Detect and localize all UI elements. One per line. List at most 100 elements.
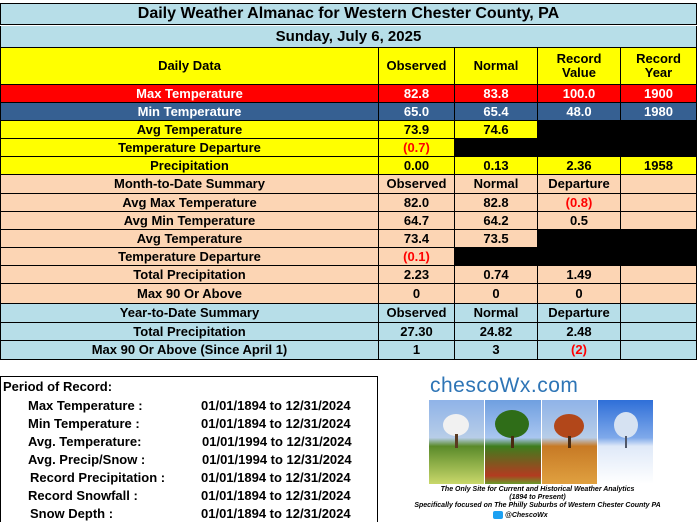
year-row-observed: 27.30	[379, 323, 455, 341]
almanac-date: Sunday, July 6, 2025	[275, 28, 422, 45]
header-departure: Departure	[538, 304, 621, 323]
date-bar: Sunday, July 6, 2025	[0, 26, 697, 48]
month-row-observed: 64.7	[379, 212, 455, 230]
month-row-observed: (0.1)	[379, 248, 455, 266]
chescowx-logo: chescoWx.com The Only Site for Current a…	[378, 372, 697, 522]
period-label: Avg. Temperature:	[28, 434, 142, 449]
month-row-label: Avg Temperature	[0, 230, 379, 248]
blank-cell	[538, 230, 697, 248]
period-of-record-box: Period of Record: Max Temperature : 01/0…	[0, 376, 378, 522]
twitter-handle: @ChescoWx	[493, 511, 548, 519]
daily-row-label: Precipitation	[0, 157, 379, 175]
period-label: Record Snowfall :	[28, 488, 138, 503]
period-label: Record Precipitation :	[30, 470, 166, 485]
header-normal: Normal	[455, 48, 538, 85]
blank-cell	[621, 304, 697, 323]
month-row-normal: 82.8	[455, 194, 538, 212]
blank-cell	[455, 139, 538, 157]
month-row-observed: 73.4	[379, 230, 455, 248]
blank-cell	[455, 248, 697, 266]
period-range: 01/01/1894 to 12/31/2024	[201, 488, 351, 503]
daily-row-observed: 65.0	[379, 103, 455, 121]
daily-row-normal: 0.13	[455, 157, 538, 175]
month-row-label: Avg Min Temperature	[0, 212, 379, 230]
blank-cell	[621, 194, 697, 212]
month-row-observed: 2.23	[379, 266, 455, 284]
header-record-year: Record Year	[621, 48, 697, 85]
daily-row-label: Temperature Departure	[0, 139, 379, 157]
daily-row-normal: 74.6	[455, 121, 538, 139]
year-row-normal: 3	[455, 341, 538, 360]
header-normal: Normal	[455, 175, 538, 194]
daily-row-observed: 73.9	[379, 121, 455, 139]
month-row-normal: 73.5	[455, 230, 538, 248]
month-row-departure: 0.5	[538, 212, 621, 230]
month-row-observed: 0	[379, 284, 455, 304]
header-observed: Observed	[379, 48, 455, 85]
month-row-label: Temperature Departure	[0, 248, 379, 266]
autumn-panel	[541, 400, 598, 484]
header-observed: Observed	[379, 304, 455, 323]
header-observed: Observed	[379, 175, 455, 194]
daily-row-record-year: 1958	[621, 157, 697, 175]
period-range: 01/01/1994 to 12/31/2024	[202, 452, 352, 467]
blank-cell	[621, 175, 697, 194]
daily-row-record-value: 2.36	[538, 157, 621, 175]
daily-row-observed: 82.8	[379, 85, 455, 103]
year-row-departure: (2)	[538, 341, 621, 360]
month-row-label: Max 90 Or Above	[0, 284, 379, 304]
daily-row-record-value: 48.0	[538, 103, 621, 121]
year-row-observed: 1	[379, 341, 455, 360]
period-range: 01/01/1894 to 12/31/2024	[201, 470, 351, 485]
daily-row-observed: (0.7)	[379, 139, 455, 157]
period-range: 01/01/1894 to 12/31/2024	[201, 416, 351, 431]
month-row-label: Total Precipitation	[0, 266, 379, 284]
seasons-image	[429, 400, 653, 484]
year-row-label: Total Precipitation	[0, 323, 379, 341]
month-row-observed: 82.0	[379, 194, 455, 212]
daily-row-observed: 0.00	[379, 157, 455, 175]
month-row-departure: (0.8)	[538, 194, 621, 212]
header-daily-data: Daily Data	[0, 48, 379, 85]
period-label: Max Temperature :	[28, 398, 143, 413]
blank-cell	[621, 212, 697, 230]
spring-panel	[429, 400, 486, 484]
month-row-normal: 0.74	[455, 266, 538, 284]
summer-panel	[485, 400, 542, 484]
period-range: 01/01/1994 to 12/31/2024	[202, 434, 352, 449]
blank-cell	[621, 341, 697, 360]
header-normal: Normal	[455, 304, 538, 323]
daily-row-record-value: 100.0	[538, 85, 621, 103]
daily-row-label: Avg Temperature	[0, 121, 379, 139]
daily-row-label: Min Temperature	[0, 103, 379, 121]
header-record-value: Record Value	[538, 48, 621, 85]
month-row-normal: 0	[455, 284, 538, 304]
tagline-2: (1894 to Present)	[509, 494, 566, 501]
daily-row-normal: 83.8	[455, 85, 538, 103]
month-row-normal: 64.2	[455, 212, 538, 230]
blank-cell	[621, 323, 697, 341]
twitter-handle-text: @ChescoWx	[505, 511, 548, 519]
brand-name: chescoWx.com	[430, 374, 579, 397]
almanac-title: Daily Weather Almanac for Western Cheste…	[137, 5, 560, 22]
year-row-departure: 2.48	[538, 323, 621, 341]
winter-panel	[597, 400, 653, 484]
year-row-normal: 24.82	[455, 323, 538, 341]
title-bar: Daily Weather Almanac for Western Cheste…	[0, 3, 697, 25]
blank-cell	[621, 266, 697, 284]
month-row-departure: 1.49	[538, 266, 621, 284]
daily-row-record-year: 1980	[621, 103, 697, 121]
header-departure: Departure	[538, 175, 621, 194]
blank-cell	[538, 121, 697, 157]
period-heading: Period of Record:	[3, 379, 113, 394]
month-row-label: Avg Max Temperature	[0, 194, 379, 212]
daily-row-label: Max Temperature	[0, 85, 379, 103]
period-label: Snow Depth :	[30, 506, 114, 521]
tagline-1: The Only Site for Current and Historical…	[440, 486, 635, 493]
period-range: 01/01/1894 to 12/31/2024	[201, 506, 351, 521]
blank-cell	[621, 284, 697, 304]
header-month-summary: Month-to-Date Summary	[0, 175, 379, 194]
period-range: 01/01/1894 to 12/31/2024	[201, 398, 351, 413]
period-label: Min Temperature :	[28, 416, 140, 431]
month-row-departure: 0	[538, 284, 621, 304]
